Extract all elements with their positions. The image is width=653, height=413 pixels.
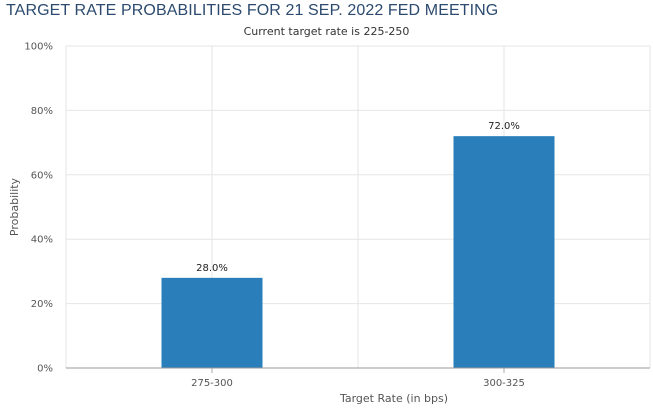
y-tick-label: 20% [31, 299, 53, 310]
y-axis-label: Probability [8, 177, 21, 236]
y-tick-label: 40% [31, 235, 53, 246]
x-axis-ticks: 275-300 300-325 [191, 368, 525, 389]
x-tick-label: 275-300 [191, 378, 233, 389]
y-tick-label: 60% [31, 170, 53, 181]
chart-subtitle: Current target rate is 225-250 [243, 25, 410, 38]
vertical-gridlines [65, 46, 651, 368]
y-axis-ticks: 0% 20% 40% 60% 80% 100% [24, 42, 53, 375]
x-tick-label: 300-325 [483, 378, 525, 389]
data-label: 28.0% [196, 263, 228, 274]
y-tick-label: 100% [24, 42, 53, 53]
chart-title: TARGET RATE PROBABILITIES FOR 21 SEP. 20… [6, 2, 499, 19]
data-labels: 28.0% 72.0% [196, 121, 520, 274]
y-tick-label: 80% [31, 106, 53, 117]
bar-275-300 [161, 277, 263, 368]
bar-300-325 [453, 136, 555, 368]
bars [161, 136, 555, 368]
y-tick-label: 0% [37, 364, 53, 375]
data-label: 72.0% [488, 121, 520, 132]
x-axis-label: Target Rate (in bps) [339, 392, 448, 405]
